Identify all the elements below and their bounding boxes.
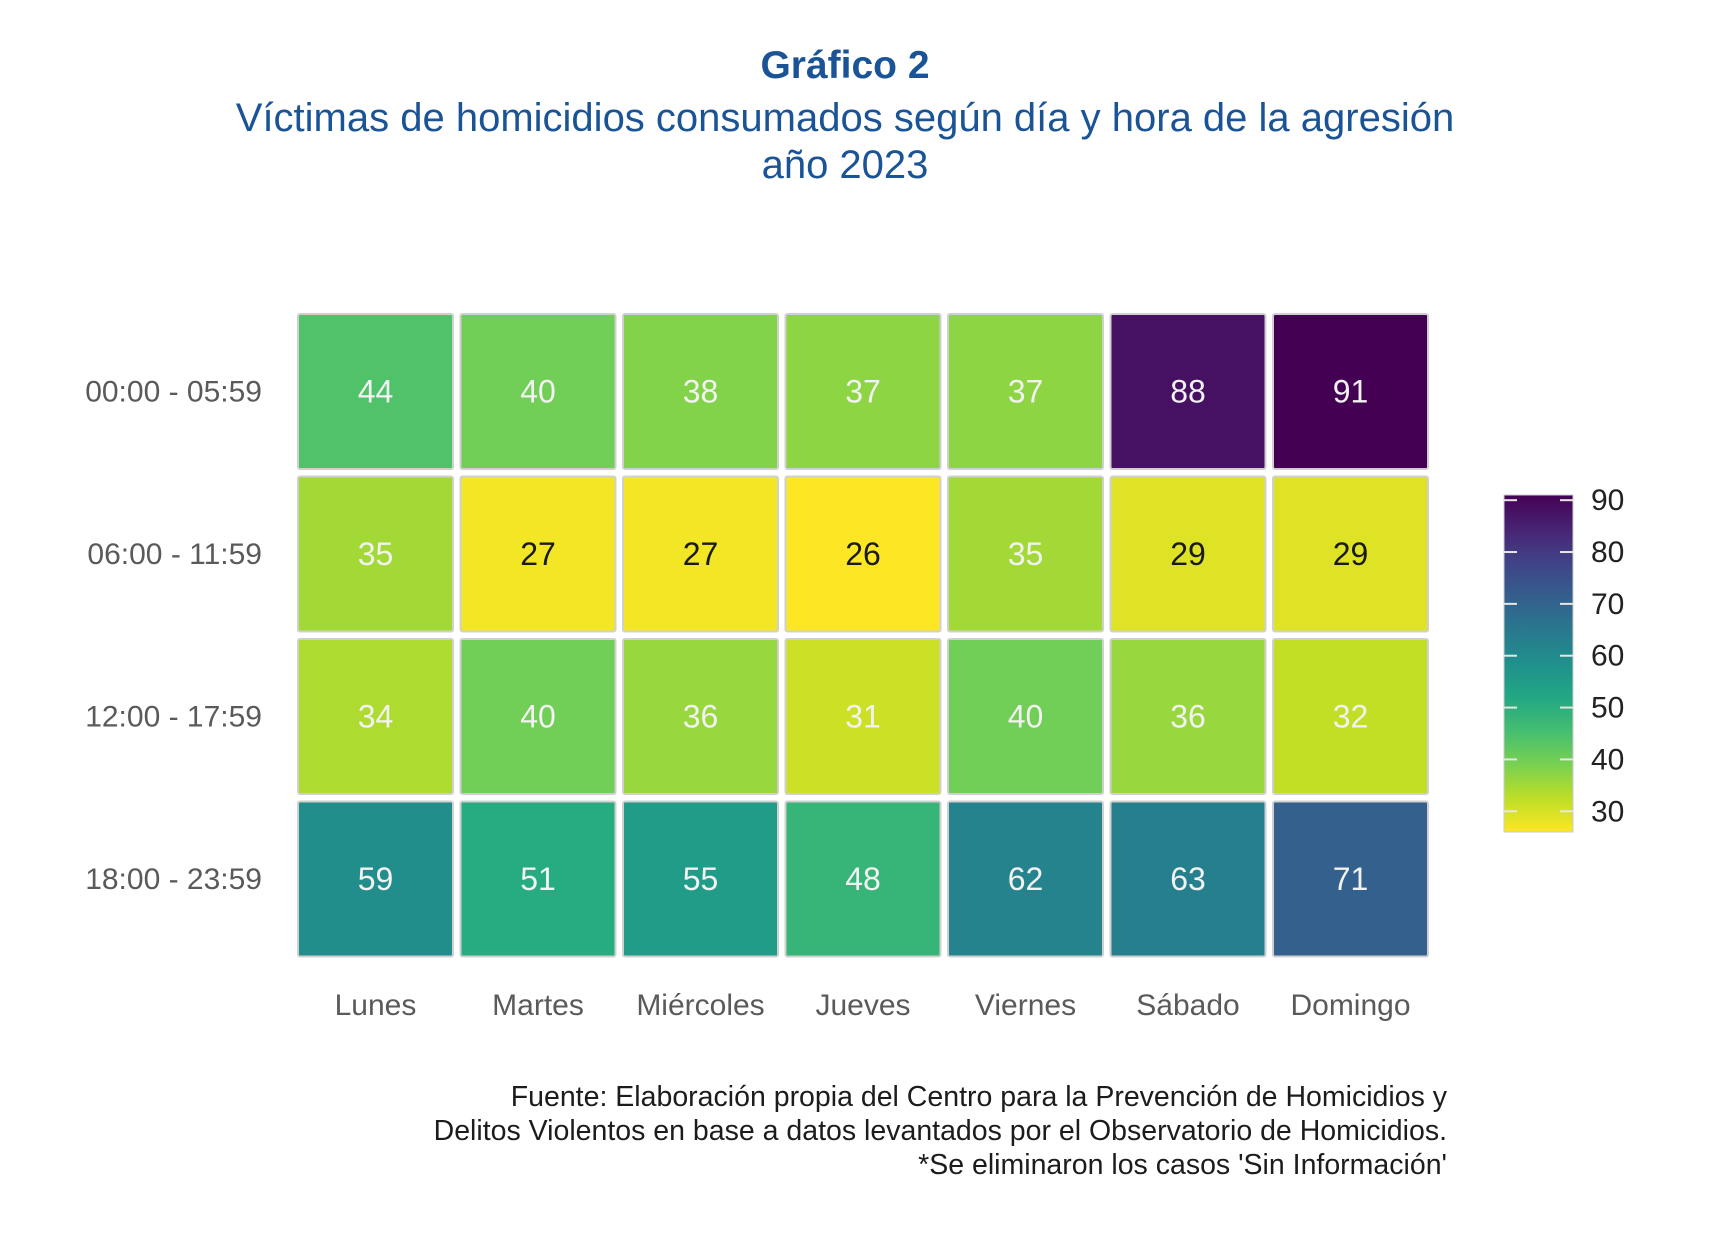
x-tick-label: Domingo xyxy=(1290,989,1410,1022)
color-legend: 30 40 50 60 70 80 90 xyxy=(1503,484,1624,833)
x-tick-label: Sábado xyxy=(1136,989,1239,1022)
cell-value-label: 34 xyxy=(358,699,394,735)
heatmap-cell xyxy=(784,638,942,795)
cell-value-label: 37 xyxy=(1008,374,1044,410)
x-tick-label: Lunes xyxy=(335,989,417,1022)
cell-value-label: 31 xyxy=(845,699,881,735)
legend-tick-label: 30 xyxy=(1591,795,1624,828)
heatmap-cell xyxy=(459,800,617,958)
source-note: Fuente: Elaboración propia del Centro pa… xyxy=(434,1080,1447,1182)
heatmap-cell xyxy=(297,638,454,795)
cell-value-label: 38 xyxy=(683,374,719,410)
chart-title: Gráfico 2 xyxy=(760,44,930,87)
x-tick-label: Martes xyxy=(492,989,584,1022)
heatmap-cells: 44 40 38 37 37 88 91 35 27 27 26 35 29 29 34 40 36 31 40 36… xyxy=(297,313,1429,958)
cell-value-label: 40 xyxy=(520,374,556,410)
heatmap-cell xyxy=(297,475,454,633)
cell-value-label: 59 xyxy=(358,861,394,897)
chart-subtitle-year: año 2023 xyxy=(761,143,929,187)
x-tick-label: Jueves xyxy=(815,989,910,1022)
cell-value-label: 27 xyxy=(683,536,719,572)
x-tick-label: Miércoles xyxy=(636,989,764,1022)
cell-value-label: 27 xyxy=(520,536,556,572)
legend-tick-label: 80 xyxy=(1591,536,1624,569)
cell-value-label: 91 xyxy=(1333,374,1369,410)
source-line-2: Delitos Violentos en base a datos levant… xyxy=(433,1115,1447,1147)
legend-tick-label: 60 xyxy=(1591,640,1624,673)
heatmap-cell xyxy=(1272,638,1429,795)
cell-value-label: 29 xyxy=(1333,536,1369,572)
heatmap-cell xyxy=(947,313,1104,470)
cell-value-label: 32 xyxy=(1333,699,1369,735)
heatmap-cell xyxy=(1109,475,1267,633)
legend-tick-label: 70 xyxy=(1591,588,1624,621)
heatmap-cell xyxy=(622,638,779,795)
y-axis-labels: 00:00 - 05:59 06:00 - 11:59 12:00 - 17:59 1… xyxy=(85,376,262,897)
source-line-3: *Se eliminaron los casos 'Sin Informació… xyxy=(918,1149,1447,1181)
x-axis-labels: Lunes Martes Miércoles Jueves Viernes Sábado D… xyxy=(335,989,1411,1022)
heatmap-cell xyxy=(622,475,779,633)
heatmap-cell xyxy=(1272,800,1429,958)
heatmap-cell xyxy=(784,313,942,470)
cell-value-label: 71 xyxy=(1333,861,1369,897)
cell-value-label: 36 xyxy=(1170,699,1206,735)
x-tick-label: Viernes xyxy=(975,989,1076,1022)
cell-value-label: 26 xyxy=(845,536,881,572)
heatmap-cell xyxy=(784,475,942,633)
chart-subtitle: Víctimas de homicidios consumados según … xyxy=(235,96,1455,140)
legend-tick-label: 40 xyxy=(1591,743,1624,776)
legend-colorbar xyxy=(1503,494,1574,833)
cell-value-label: 48 xyxy=(845,861,881,897)
heatmap-cell xyxy=(459,475,617,633)
heatmap-cell xyxy=(622,313,779,470)
heatmap-cell xyxy=(1272,475,1429,633)
heatmap-cell xyxy=(947,475,1104,633)
source-line-1: Fuente: Elaboración propia del Centro pa… xyxy=(510,1081,1447,1113)
legend-tick-label: 50 xyxy=(1591,692,1624,725)
cell-value-label: 55 xyxy=(683,861,719,897)
heatmap-cell xyxy=(297,313,454,470)
heatmap-cell xyxy=(1272,313,1429,470)
cell-value-label: 40 xyxy=(1008,699,1044,735)
heatmap-cell xyxy=(784,800,942,958)
y-tick-label: 12:00 - 17:59 xyxy=(85,701,262,734)
cell-value-label: 40 xyxy=(520,699,556,735)
cell-value-label: 51 xyxy=(520,861,556,897)
y-tick-label: 18:00 - 23:59 xyxy=(85,863,262,896)
cell-value-label: 44 xyxy=(358,374,394,410)
heatmap-cell xyxy=(459,313,617,470)
cell-value-label: 62 xyxy=(1008,861,1044,897)
heatmap-cell xyxy=(1109,800,1267,958)
heatmap-cell xyxy=(1109,313,1267,470)
heatmap-cell xyxy=(622,800,779,958)
cell-value-label: 37 xyxy=(845,374,881,410)
cell-value-label: 35 xyxy=(358,536,394,572)
cell-value-label: 36 xyxy=(683,699,719,735)
y-tick-label: 00:00 - 05:59 xyxy=(85,376,262,409)
heatmap-cell xyxy=(459,638,617,795)
legend-tick-label: 90 xyxy=(1591,484,1624,517)
cell-value-label: 29 xyxy=(1170,536,1206,572)
cell-value-label: 35 xyxy=(1008,536,1044,572)
y-tick-label: 06:00 - 11:59 xyxy=(87,538,262,571)
cell-value-label: 63 xyxy=(1170,861,1206,897)
cell-value-label: 88 xyxy=(1170,374,1206,410)
heatmap-cell xyxy=(947,800,1104,958)
heatmap-cell xyxy=(947,638,1104,795)
heatmap-cell xyxy=(297,800,454,958)
heatmap-cell xyxy=(1109,638,1267,795)
